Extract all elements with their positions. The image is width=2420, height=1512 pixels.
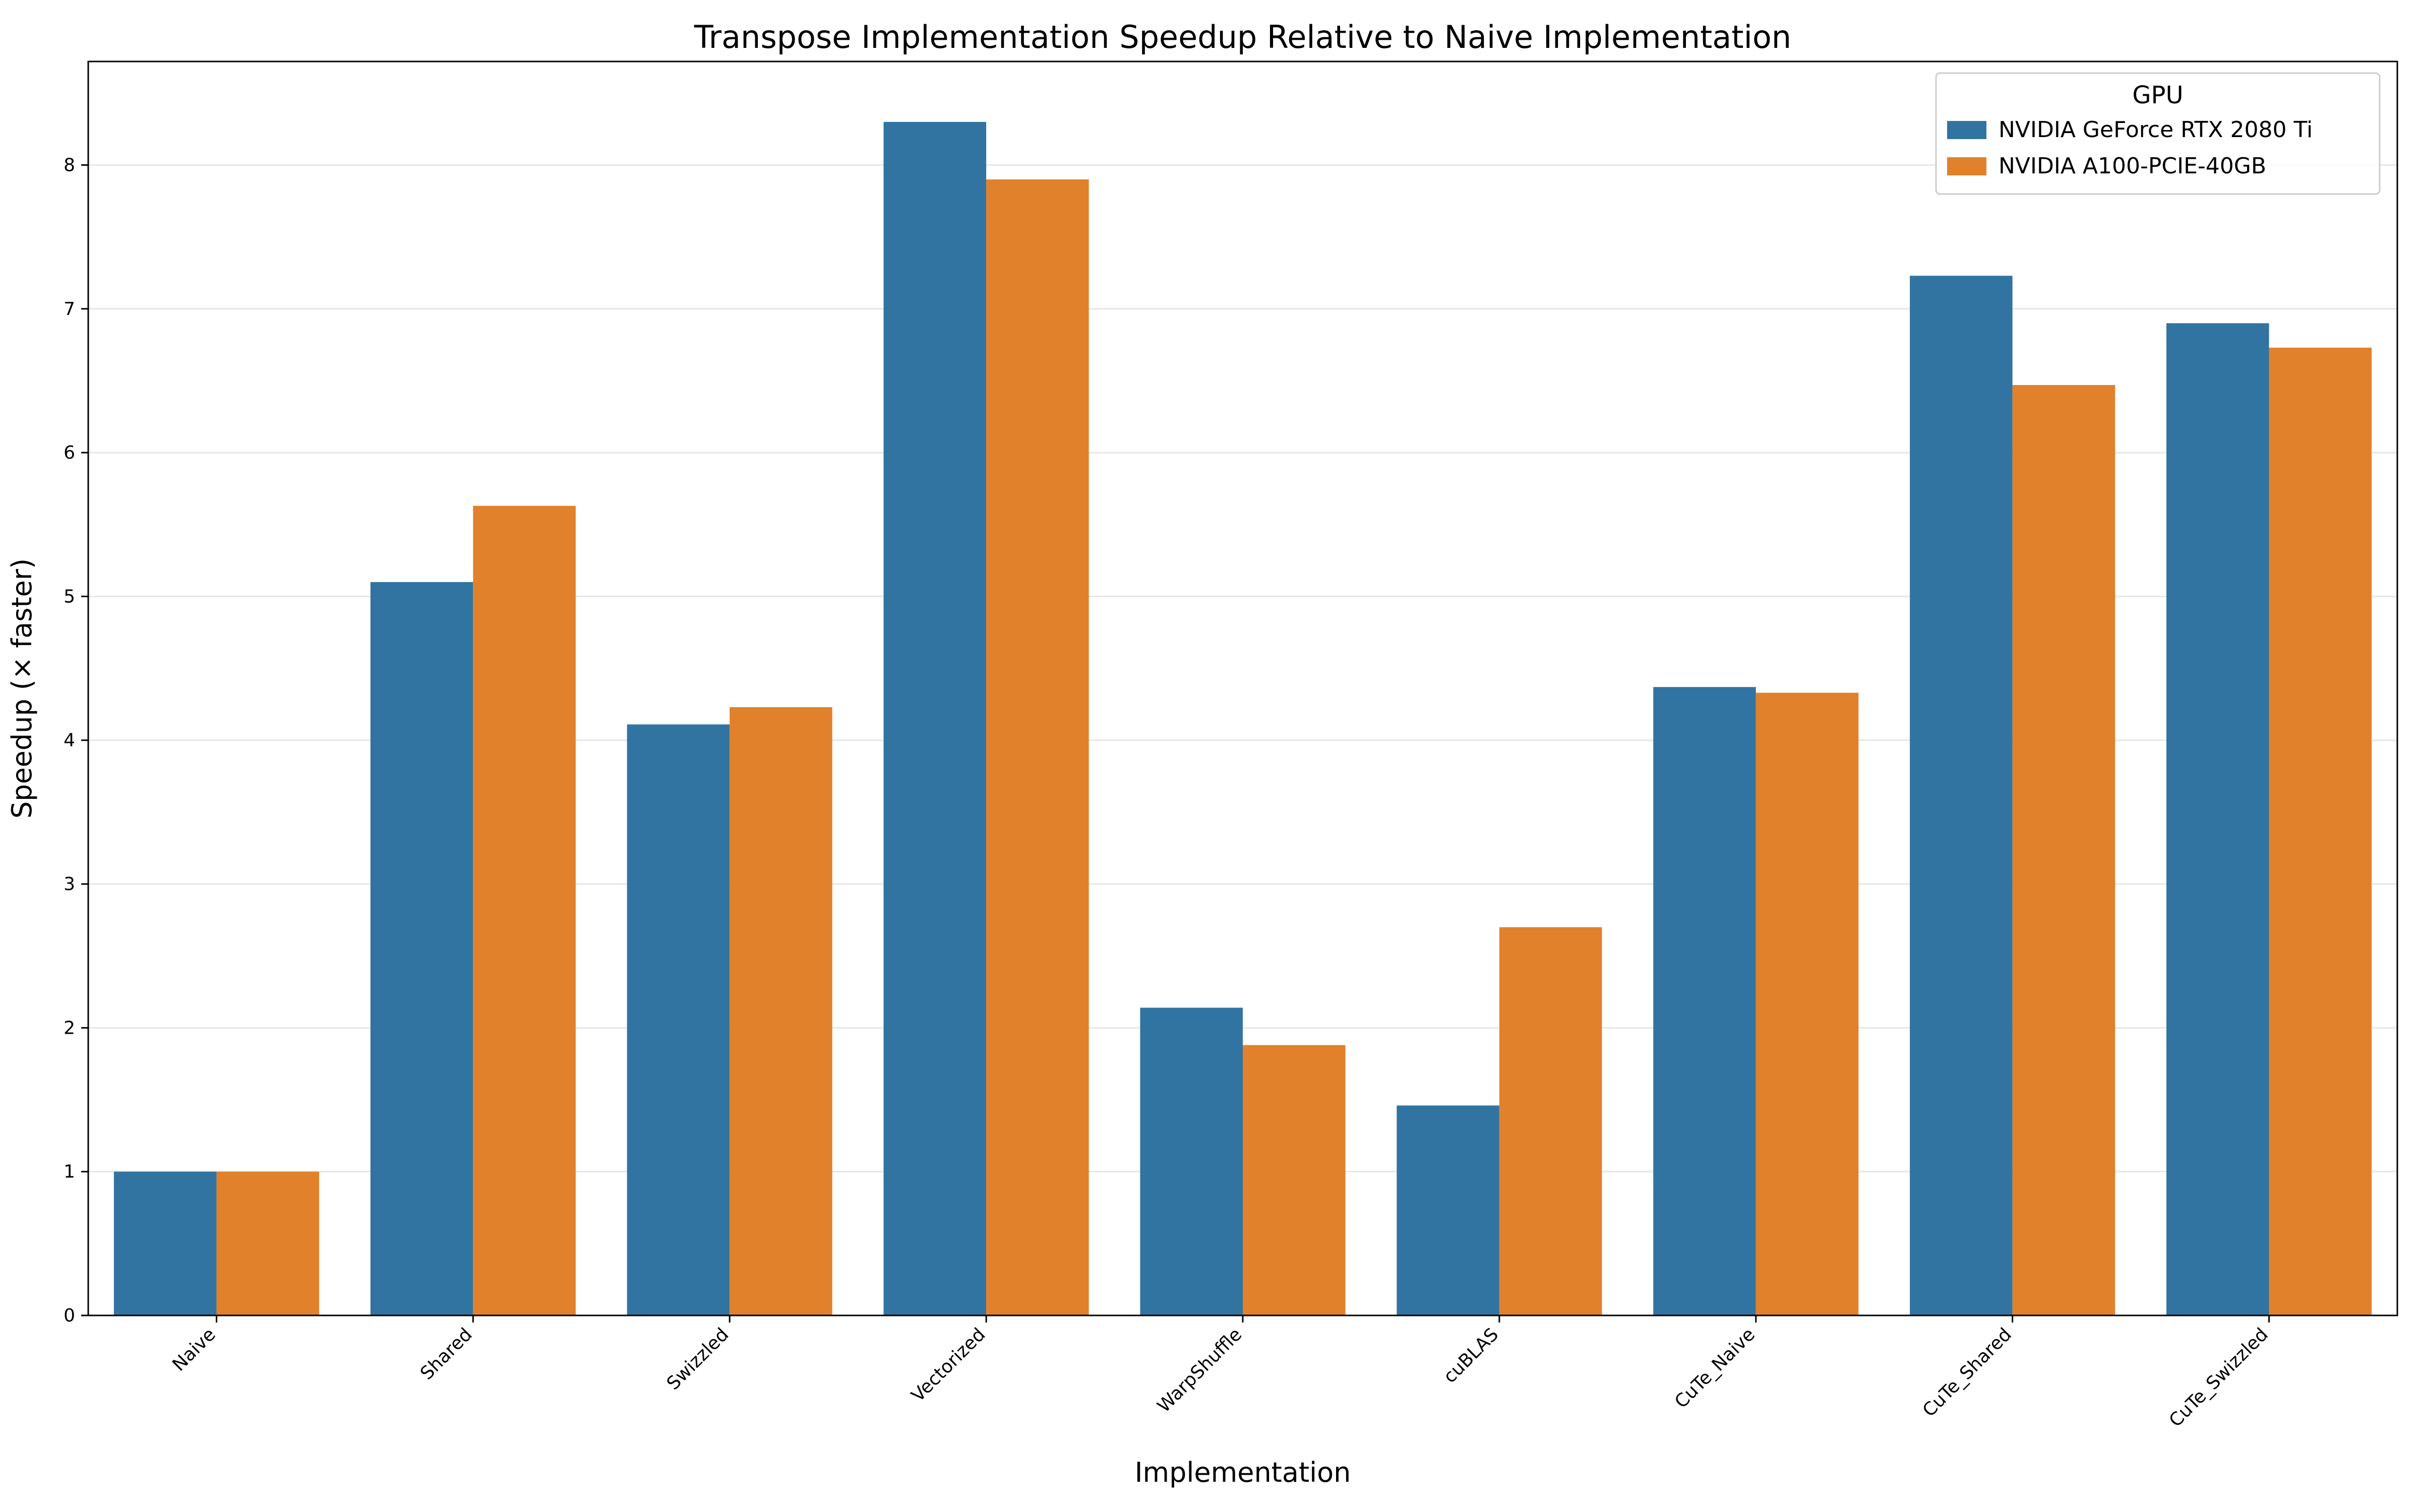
y-axis: 0 1 2 3 4 5 6 7 8	[64, 155, 88, 1326]
y-tick-label: 6	[64, 443, 75, 463]
x-tick-label: CuTe_Naive	[1671, 1324, 1759, 1412]
x-tick-label: Naive	[168, 1324, 219, 1375]
legend-label: NVIDIA A100-PCIE-40GB	[1999, 153, 2266, 179]
x-axis: Naive Shared Swizzled Vectorized WarpShuffle…	[168, 1315, 2272, 1431]
bar-CuTe_Swizzled-series-1	[2269, 347, 2372, 1315]
x-tick-label: CuTe_Shared	[1919, 1324, 2016, 1421]
y-tick-label: 8	[64, 155, 75, 175]
x-tick-label: Vectorized	[908, 1324, 989, 1406]
y-tick-label: 1	[64, 1162, 75, 1182]
legend: GPU NVIDIA GeForce RTX 2080 Ti NVIDIA A10…	[1935, 72, 2381, 195]
bar-CuTe_Shared-series-0	[1910, 276, 2013, 1315]
y-tick-label: 5	[64, 586, 75, 607]
bar-Shared-series-1	[473, 506, 576, 1315]
bar-cuBLAS-series-0	[1397, 1105, 1499, 1315]
bar-Swizzled-series-0	[627, 724, 730, 1315]
legend-swatch	[1947, 157, 1986, 175]
x-tick-label: cuBLAS	[1439, 1324, 1502, 1387]
bars	[113, 121, 2372, 1316]
y-axis-title: Speedup (× faster)	[6, 558, 38, 818]
bar-Vectorized-series-0	[883, 121, 987, 1315]
bar-CuTe_Naive-series-1	[1756, 692, 1859, 1315]
legend-label: NVIDIA GeForce RTX 2080 Ti	[1999, 117, 2313, 143]
bar-Naive-series-1	[216, 1171, 319, 1315]
legend-items: NVIDIA GeForce RTX 2080 Ti NVIDIA A100-PC…	[1947, 117, 2313, 179]
bar-WarpShuffle-series-0	[1140, 1007, 1243, 1315]
bar-CuTe_Swizzled-series-0	[2166, 323, 2269, 1315]
bar-Shared-series-0	[370, 582, 473, 1315]
legend-box	[1935, 72, 2381, 195]
y-tick-label: 7	[64, 299, 75, 320]
x-tick-label: Swizzled	[663, 1324, 733, 1394]
y-tick-label: 3	[64, 874, 75, 895]
y-tick-label: 4	[64, 730, 75, 751]
legend-swatch	[1947, 121, 1986, 139]
x-tick-label: CuTe_Swizzled	[2165, 1324, 2272, 1431]
chart-title: Transpose Implementation Speedup Relativ…	[694, 19, 1791, 55]
x-tick-label: Shared	[416, 1324, 476, 1384]
bar-Swizzled-series-1	[730, 707, 832, 1315]
y-tick-label: 0	[64, 1305, 75, 1326]
x-axis-title: Implementation	[1135, 1457, 1351, 1488]
legend-title: GPU	[2132, 81, 2183, 109]
bar-CuTe_Naive-series-0	[1653, 687, 1756, 1315]
bar-CuTe_Shared-series-1	[2012, 385, 2115, 1316]
bar-WarpShuffle-series-1	[1243, 1045, 1346, 1315]
y-tick-label: 2	[64, 1018, 75, 1038]
bar-cuBLAS-series-1	[1499, 927, 1602, 1315]
bar-Naive-series-0	[113, 1171, 217, 1315]
bar-Vectorized-series-1	[986, 179, 1089, 1315]
x-tick-label: WarpShuffle	[1154, 1324, 1246, 1416]
